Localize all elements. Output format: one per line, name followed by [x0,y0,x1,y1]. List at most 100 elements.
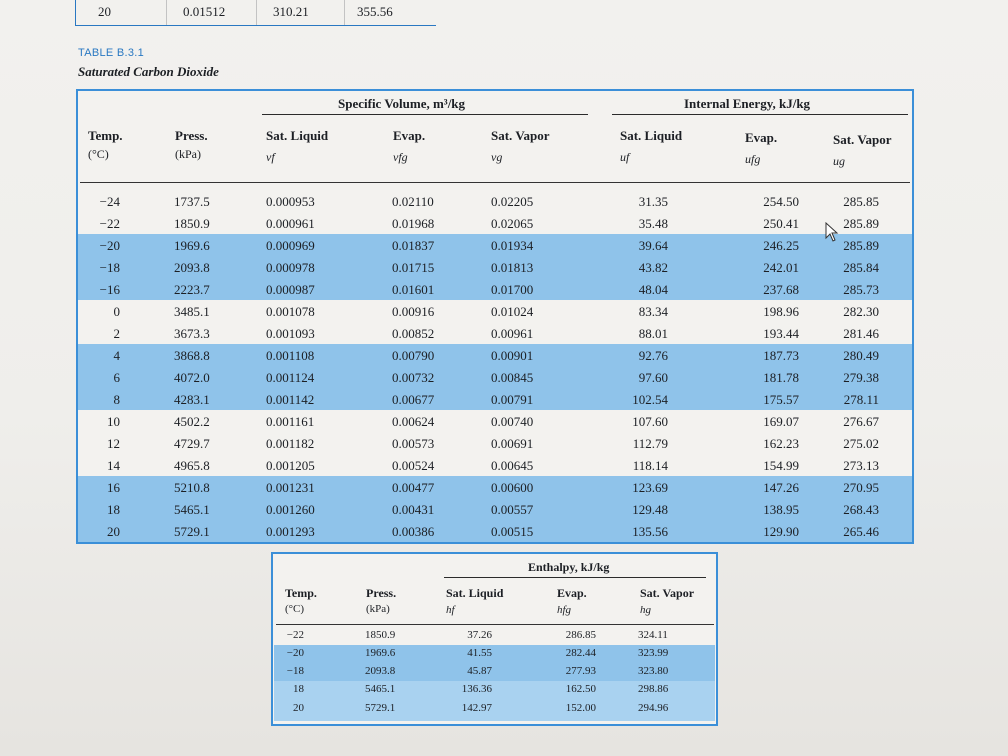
col-unit-press: (kPa) [175,147,201,161]
cell-vfg: 0.02110 [392,194,434,209]
highlight-band [78,344,912,410]
cell-ufg: 254.50 [763,194,799,209]
cell-hfg: 152.00 [565,702,596,714]
cell-vf: 0.000953 [266,194,315,209]
cell-temp: 10 [107,414,120,429]
cell-uf: 102.54 [632,392,668,407]
main-table [76,89,914,544]
header-rule [276,624,714,625]
cell-vg: 0.00740 [491,414,534,429]
cell-ufg: 175.57 [763,392,799,407]
cell-ufg: 250.41 [763,216,799,231]
cell-press: 1850.9 [174,216,210,231]
cell-press: 5465.1 [174,502,210,517]
cell-press: 4965.8 [174,458,210,473]
group-header-energy: Internal Energy, kJ/kg [684,96,811,111]
cell-uf: 107.60 [632,414,668,429]
cell-uf: 88.01 [638,326,668,341]
cell-temp: −18 [286,665,304,677]
table-row: 2 3673.3 0.001093 0.00852 0.00961 88.01 … [0,324,1008,346]
col-symbol-hg: hg [640,604,651,616]
cell-uf: 39.64 [638,238,668,253]
table-row: 10 4502.2 0.001161 0.00624 0.00740 107.6… [0,412,1008,434]
highlight-band [274,681,715,721]
cell-vg: 0.01934 [491,238,534,253]
cell-ug: 285.89 [843,238,879,253]
cell-hf: 37.26 [467,629,492,641]
cell-hfg: 286.85 [565,629,596,641]
cell-vf: 0.000969 [266,238,315,253]
col-header-vf: Sat. Liquid [266,128,329,143]
cell-ufg: 237.68 [763,282,799,297]
cell-temp: 6 [113,370,121,385]
cell-vf: 0.001205 [266,458,315,473]
cell-ufg: 187.73 [763,348,799,363]
cell-hg: 323.99 [638,647,669,659]
table-row: 8 4283.1 0.001142 0.00677 0.00791 102.54… [0,390,1008,412]
cell-vf: 0.000987 [266,282,315,297]
cell-uf: 43.82 [638,260,668,275]
previous-table-row: 20 0.01512 310.21 355.56 [75,0,436,26]
col-header-ufg: Evap. [745,130,778,145]
cell-press: 5465.1 [365,683,396,695]
cell-press: 2093.8 [365,665,396,677]
cell-vfg: 0.01601 [392,282,435,297]
cell-ufg: 147.26 [763,480,799,495]
cell-vfg: 0.00624 [392,414,435,429]
highlight-band [274,645,715,681]
col-header-hf: Sat. Liquid [446,586,504,600]
cell-hg: 294.96 [638,702,669,714]
cell: 310.21 [273,4,309,19]
cell-hg: 324.11 [638,629,668,641]
cell-vg: 0.02205 [491,194,534,209]
cell-ug: 279.38 [843,370,879,385]
cell-vf: 0.000961 [266,216,315,231]
cell-press: 2223.7 [174,282,210,297]
cell-ug: 278.11 [843,392,879,407]
table-row: 18 5465.1 0.001260 0.00431 0.00557 129.4… [0,500,1008,522]
cell-temp: 8 [113,392,121,407]
cell-vg: 0.00600 [491,480,534,495]
cell-vg: 0.01700 [491,282,534,297]
cell-ufg: 169.07 [763,414,799,429]
cell-uf: 112.79 [632,436,668,451]
cell-vfg: 0.00852 [392,326,435,341]
col-symbol-uf: uf [620,150,630,164]
col-header-press: Press. [175,128,208,143]
cell-press: 5729.1 [174,524,210,539]
cell-vf: 0.001124 [266,370,315,385]
cell-vf: 0.001108 [266,348,315,363]
cell-temp: −20 [286,647,304,659]
cell-hf: 142.97 [461,702,492,714]
col-header-vfg: Evap. [393,128,426,143]
cell-hfg: 277.93 [565,665,596,677]
highlight-band [78,234,912,300]
cell-temp: −22 [286,629,304,641]
cell-vg: 0.02065 [491,216,534,231]
header-rule [80,182,910,183]
cell-press: 4502.2 [174,414,210,429]
table-row: −18 2093.8 45.87 277.93 323.80 [0,664,1008,682]
cell-temp: 0 [113,304,121,319]
table-row: 20 5729.1 142.97 152.00 294.96 [0,701,1008,719]
cell-vg: 0.00645 [491,458,534,473]
cell-ug: 280.49 [843,348,879,363]
cell-ufg: 198.96 [763,304,799,319]
cell-vfg: 0.00386 [392,524,435,539]
cell-vf: 0.001182 [266,436,315,451]
cell-ufg: 242.01 [763,260,799,275]
cell-hf: 136.36 [461,683,492,695]
cell-vf: 0.000978 [266,260,315,275]
col-header-temp: Temp. [88,128,123,143]
cell-temp: 12 [107,436,120,451]
col-unit-temp: (°C) [88,147,109,161]
cell: 20 [98,4,111,19]
cell-press: 1969.6 [174,238,210,253]
cell-vg: 0.00791 [491,392,534,407]
col-header-vg: Sat. Vapor [491,128,550,143]
cell-vg: 0.00515 [491,524,534,539]
cell-vfg: 0.00573 [392,436,435,451]
group-header-enthalpy: Enthalpy, kJ/kg [528,560,610,574]
cell-temp: 14 [107,458,120,473]
table-label: TABLE B.3.1 [78,47,145,59]
